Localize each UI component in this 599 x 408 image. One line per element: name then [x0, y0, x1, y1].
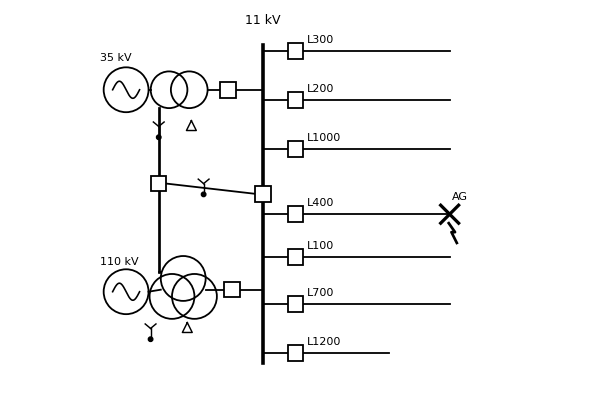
Circle shape — [201, 192, 206, 197]
Bar — [288, 345, 303, 361]
Bar — [288, 92, 303, 108]
Bar — [220, 82, 236, 98]
Bar — [288, 206, 303, 222]
Text: L1200: L1200 — [307, 337, 341, 347]
Text: 35 kV: 35 kV — [99, 53, 131, 63]
Text: AG: AG — [452, 192, 468, 202]
Text: L300: L300 — [307, 35, 334, 45]
Text: 110 kV: 110 kV — [99, 257, 138, 267]
Bar — [255, 186, 271, 202]
Text: L1000: L1000 — [307, 133, 341, 143]
Text: L100: L100 — [307, 241, 334, 251]
Circle shape — [156, 135, 161, 140]
Bar — [225, 282, 240, 297]
Circle shape — [149, 337, 153, 341]
Text: L400: L400 — [307, 198, 335, 208]
Text: L700: L700 — [307, 288, 335, 298]
Bar — [288, 43, 303, 59]
Text: L200: L200 — [307, 84, 335, 94]
Bar — [288, 141, 303, 157]
Text: 11 kV: 11 kV — [245, 13, 280, 27]
Bar — [288, 296, 303, 312]
Bar — [288, 249, 303, 265]
Bar — [151, 176, 167, 191]
